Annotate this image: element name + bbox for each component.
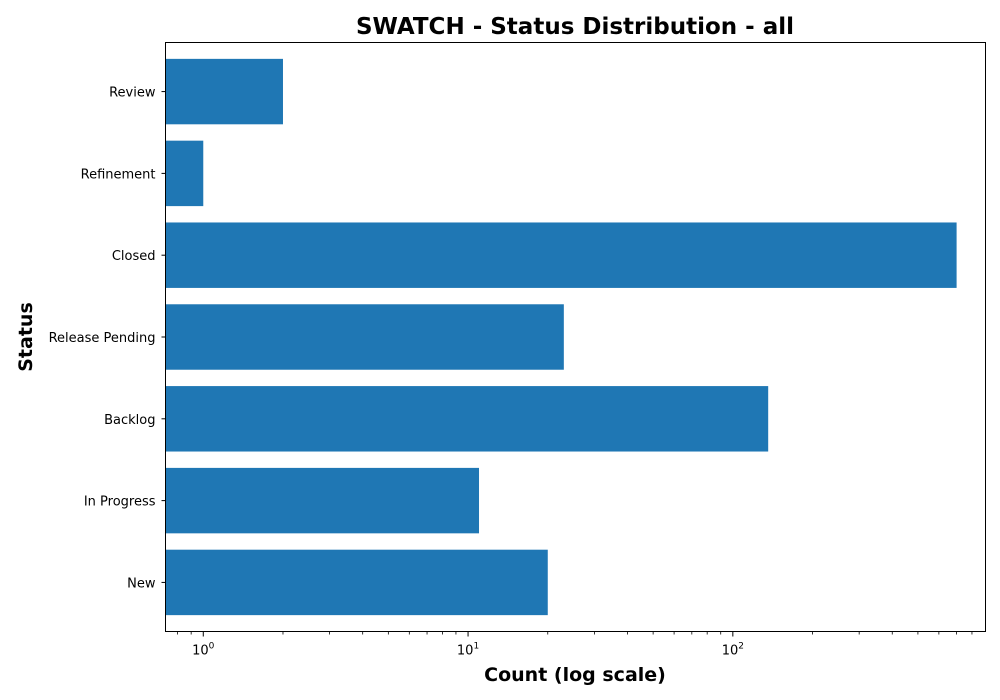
bar-backlog xyxy=(165,386,769,452)
bar-review xyxy=(165,58,283,125)
y-tick-label: Release Pending xyxy=(49,331,156,346)
y-axis-ticks: New In Progress Backlog Release Pending Clos… xyxy=(49,86,166,591)
bar-release-pending xyxy=(165,304,564,370)
y-axis-label: Status xyxy=(15,302,37,372)
y-tick-label: New xyxy=(127,576,156,591)
chart-title: SWATCH - Status Distribution - all xyxy=(356,14,794,40)
y-tick-label: Closed xyxy=(112,249,156,264)
y-tick-label: Review xyxy=(109,86,156,101)
x-tick-label: 102 xyxy=(722,642,744,659)
y-tick-label: Backlog xyxy=(104,413,155,428)
x-tick-label: 100 xyxy=(192,642,215,659)
bar-in-progress xyxy=(165,467,480,534)
bar-new xyxy=(165,549,548,616)
bar-refinement xyxy=(165,140,204,207)
bar-closed xyxy=(165,222,957,288)
x-axis-label: Count (log scale) xyxy=(484,664,666,686)
x-axis-ticks: 100 101 102 xyxy=(177,631,973,659)
y-tick-label: In Progress xyxy=(84,495,156,510)
plot-area-frame xyxy=(165,42,986,632)
x-tick-label: 101 xyxy=(457,642,479,659)
y-tick-label: Refinement xyxy=(81,167,156,182)
bars-group xyxy=(165,58,957,616)
